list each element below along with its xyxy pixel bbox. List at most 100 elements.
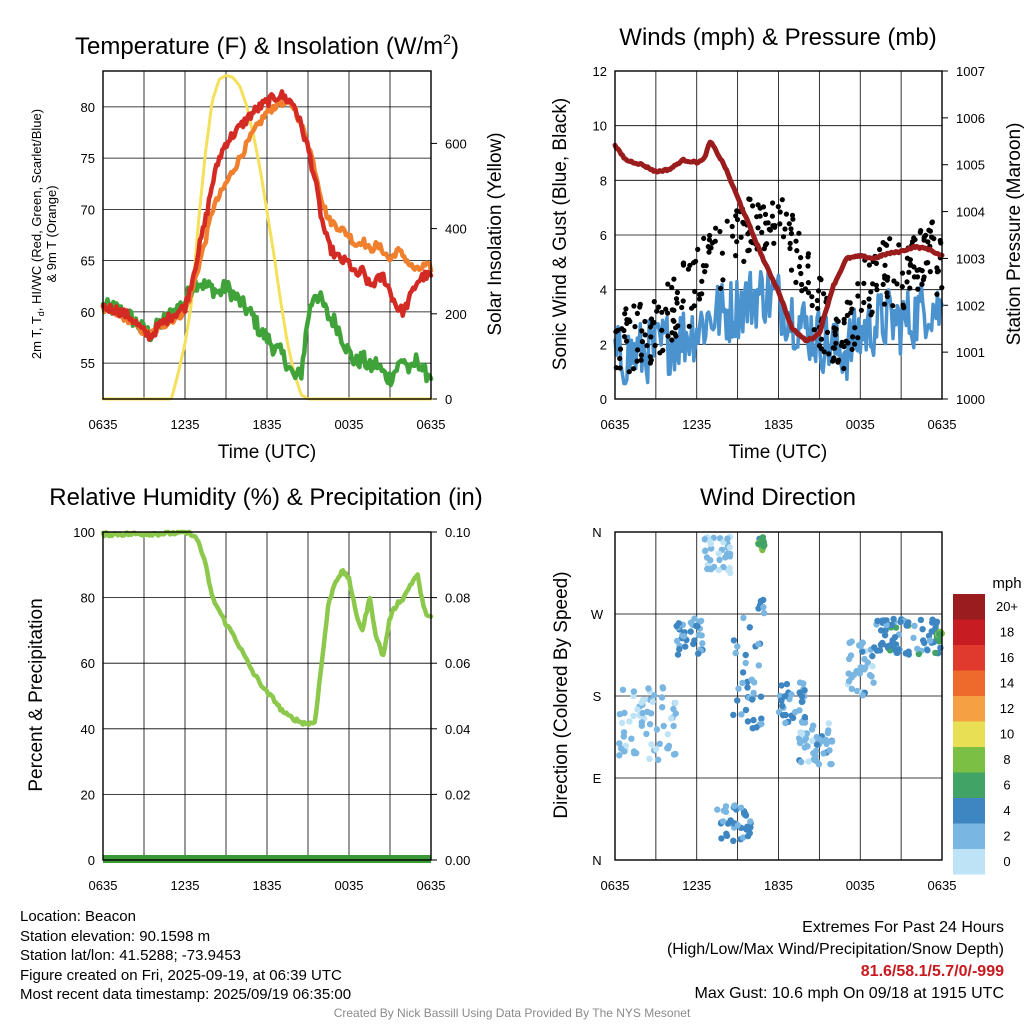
direction-point [734, 643, 741, 650]
dir-ytick-label: E [593, 771, 602, 786]
gust-point [626, 317, 632, 323]
gust-point [665, 310, 671, 316]
gust-point [852, 325, 858, 331]
direction-point [801, 737, 808, 744]
gust-point [901, 305, 907, 311]
direction-point [859, 648, 866, 655]
temp-xtick-label: 1835 [253, 417, 282, 432]
direction-point [652, 746, 660, 753]
direction-point [620, 748, 628, 755]
recent-timestamp: Most recent data timestamp: 2025/09/19 0… [20, 986, 352, 1003]
direction-point [859, 639, 866, 647]
gust-point [621, 334, 628, 340]
gust-point [798, 255, 804, 261]
colorbar-label: 14 [1000, 676, 1014, 691]
gust-point [914, 274, 921, 280]
gust-point [796, 230, 802, 236]
direction-point [742, 659, 749, 667]
direction-point [779, 702, 786, 709]
direction-point [758, 720, 765, 728]
direction-point [789, 714, 797, 722]
gust-point [779, 197, 785, 203]
gust-point [818, 336, 825, 342]
gust-point [669, 330, 675, 336]
temp-2m-line [100, 89, 434, 342]
direction-point [812, 747, 820, 755]
colorbar-swatch [953, 696, 985, 722]
direction-point [746, 624, 753, 631]
temp-ytick-label: 80 [81, 100, 95, 115]
temp-ytick-label: 65 [81, 254, 95, 269]
gust-points [613, 196, 945, 375]
gust-point [931, 236, 937, 242]
direction-point [888, 641, 895, 649]
colorbar-label: 16 [1000, 650, 1014, 665]
direction-point [750, 716, 757, 724]
rh-y2tick-label: 0.08 [445, 591, 470, 606]
gust-point [693, 258, 699, 264]
direction-point [924, 647, 931, 654]
colorbar-swatch [953, 823, 985, 849]
gust-point [656, 304, 662, 310]
gust-point [880, 281, 886, 287]
direction-point [653, 726, 661, 733]
gust-point [841, 316, 847, 322]
colorbar-label: 0 [1003, 854, 1010, 869]
temp-y2tick-label: 0 [445, 392, 452, 407]
gust-point [868, 312, 874, 318]
gust-point [679, 304, 685, 311]
gust-point [769, 213, 776, 219]
colorbar-swatch [953, 594, 985, 620]
gust-point [912, 237, 918, 243]
direction-point [649, 698, 656, 705]
dir-xtick-label: 0635 [928, 878, 957, 893]
direction-point [707, 540, 714, 547]
gust-point [849, 346, 855, 352]
direction-point [778, 682, 785, 689]
gust-point [809, 302, 815, 309]
direction-point [644, 708, 651, 715]
temp-xtick-label: 1235 [171, 417, 200, 432]
colorbar-label: 10 [1000, 727, 1014, 742]
gust-point [642, 318, 648, 325]
wind-y2tick-label: 1003 [956, 251, 985, 266]
gust-point [814, 297, 821, 304]
rh-y2tick-label: 0.02 [445, 787, 470, 802]
gust-point [831, 345, 838, 351]
gust-point [708, 245, 714, 251]
gust-point [648, 316, 655, 322]
direction-point [739, 834, 747, 841]
gust-point [926, 227, 932, 233]
direction-point [877, 641, 885, 648]
gust-point [626, 369, 632, 375]
rh-line [100, 529, 434, 728]
gust-point [619, 326, 625, 332]
direction-point [935, 630, 943, 638]
gust-point [882, 241, 889, 247]
gust-point [868, 289, 874, 295]
direction-point [654, 756, 662, 763]
gust-point [719, 250, 726, 256]
direction-point [815, 761, 823, 768]
direction-point [864, 659, 871, 666]
gust-point [919, 268, 925, 274]
gust-point [691, 303, 697, 309]
rh-panel: 0635 1235 1835 0035 0635 0 20 40 60 80 100 0.00 0.02… [73, 525, 470, 893]
wind-y2tick-label: 1005 [956, 158, 985, 173]
direction-point [734, 697, 741, 704]
gust-point [747, 196, 753, 202]
direction-point [753, 724, 760, 731]
gust-point [652, 342, 658, 349]
direction-point [781, 693, 788, 700]
direction-point [726, 550, 734, 558]
direction-point [882, 627, 889, 634]
station-latlon: Station lat/lon: 41.5288; -73.9453 [20, 947, 242, 964]
gust-point [734, 239, 740, 245]
gust-point [866, 262, 873, 268]
gust-point [805, 290, 812, 296]
wind-panel-title: Winds (mph) & Pressure (mb) [619, 24, 936, 51]
wind-xlabel: Time (UTC) [729, 442, 828, 463]
gust-point [696, 296, 703, 302]
gust-point [796, 263, 803, 270]
direction-point [881, 632, 889, 639]
